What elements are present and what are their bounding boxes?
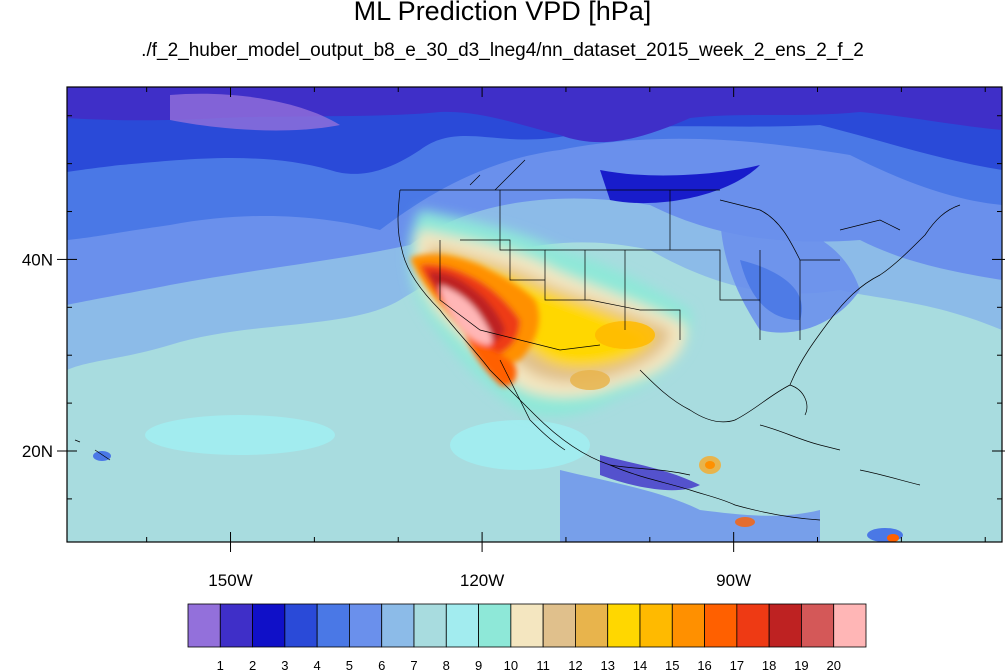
x-tick-label: 90W: [716, 571, 751, 590]
map-title: ML Prediction VPD [hPa]: [353, 0, 652, 26]
colorbar: 1 2 3 4 5 6 7 8 9 10 11 12 13 14 15 16 17 18 19 20: [187, 603, 867, 672]
colorbar-swatch: [252, 603, 286, 648]
colorbar-swatch: [768, 603, 802, 648]
colorbar-swatch: [381, 603, 415, 648]
y-tick-label: 20N: [22, 442, 53, 461]
colorbar-label: 16: [697, 658, 711, 672]
colorbar-swatch: [478, 603, 512, 648]
map-subtitle: ./f_2_huber_model_output_b8_e_30_d3_lneg…: [141, 40, 864, 61]
colorbar-swatch: [219, 603, 253, 648]
colorbar-swatch: [284, 603, 318, 648]
colorbar-label: 17: [730, 658, 744, 672]
colorbar-swatch: [639, 603, 673, 648]
colorbar-label: 18: [762, 658, 776, 672]
coastlines: [74, 159, 961, 521]
colorbar-swatch: [445, 603, 479, 648]
colorbar-label: 14: [633, 658, 647, 672]
colorbar-swatch: [316, 603, 350, 648]
colorbar-swatch: [542, 603, 576, 648]
colorbar-swatch: [801, 603, 835, 648]
colorbar-swatch: [607, 603, 641, 648]
colorbar-label: 10: [504, 658, 518, 672]
colorbar-swatch: [349, 603, 383, 648]
colorbar-swatch: [736, 603, 770, 648]
colorbar-label: 13: [600, 658, 614, 672]
colorbar-label: 9: [475, 658, 482, 672]
colorbar-label: 6: [378, 658, 385, 672]
y-tick-label: 40N: [22, 250, 53, 269]
colorbar-label: 4: [314, 658, 321, 672]
colorbar-label: 8: [443, 658, 450, 672]
colorbar-label: 7: [410, 658, 417, 672]
colorbar-swatch: [510, 603, 544, 648]
axis-ticks: 150W 120W 90W 40N 20N: [22, 87, 1005, 590]
colorbar-label: 3: [281, 658, 288, 672]
x-tick-label: 120W: [460, 571, 504, 590]
colorbar-swatch: [671, 603, 705, 648]
vpd-field: [67, 87, 1002, 542]
colorbar-swatch: [575, 603, 609, 648]
x-tick-label: 150W: [208, 571, 252, 590]
colorbar-label: 5: [346, 658, 353, 672]
colorbar-label: 12: [568, 658, 582, 672]
colorbar-label: 20: [826, 658, 840, 672]
plot-frame: [66, 86, 1003, 543]
colorbar-swatch: [704, 603, 738, 648]
colorbar-swatch: [833, 603, 867, 648]
colorbar-label: 15: [665, 658, 679, 672]
colorbar-label: 19: [794, 658, 808, 672]
colorbar-label: 1: [217, 658, 224, 672]
colorbar-label: 11: [536, 658, 550, 672]
colorbar-swatch: [187, 603, 221, 648]
colorbar-swatch: [413, 603, 447, 648]
colorbar-label: 2: [249, 658, 256, 672]
